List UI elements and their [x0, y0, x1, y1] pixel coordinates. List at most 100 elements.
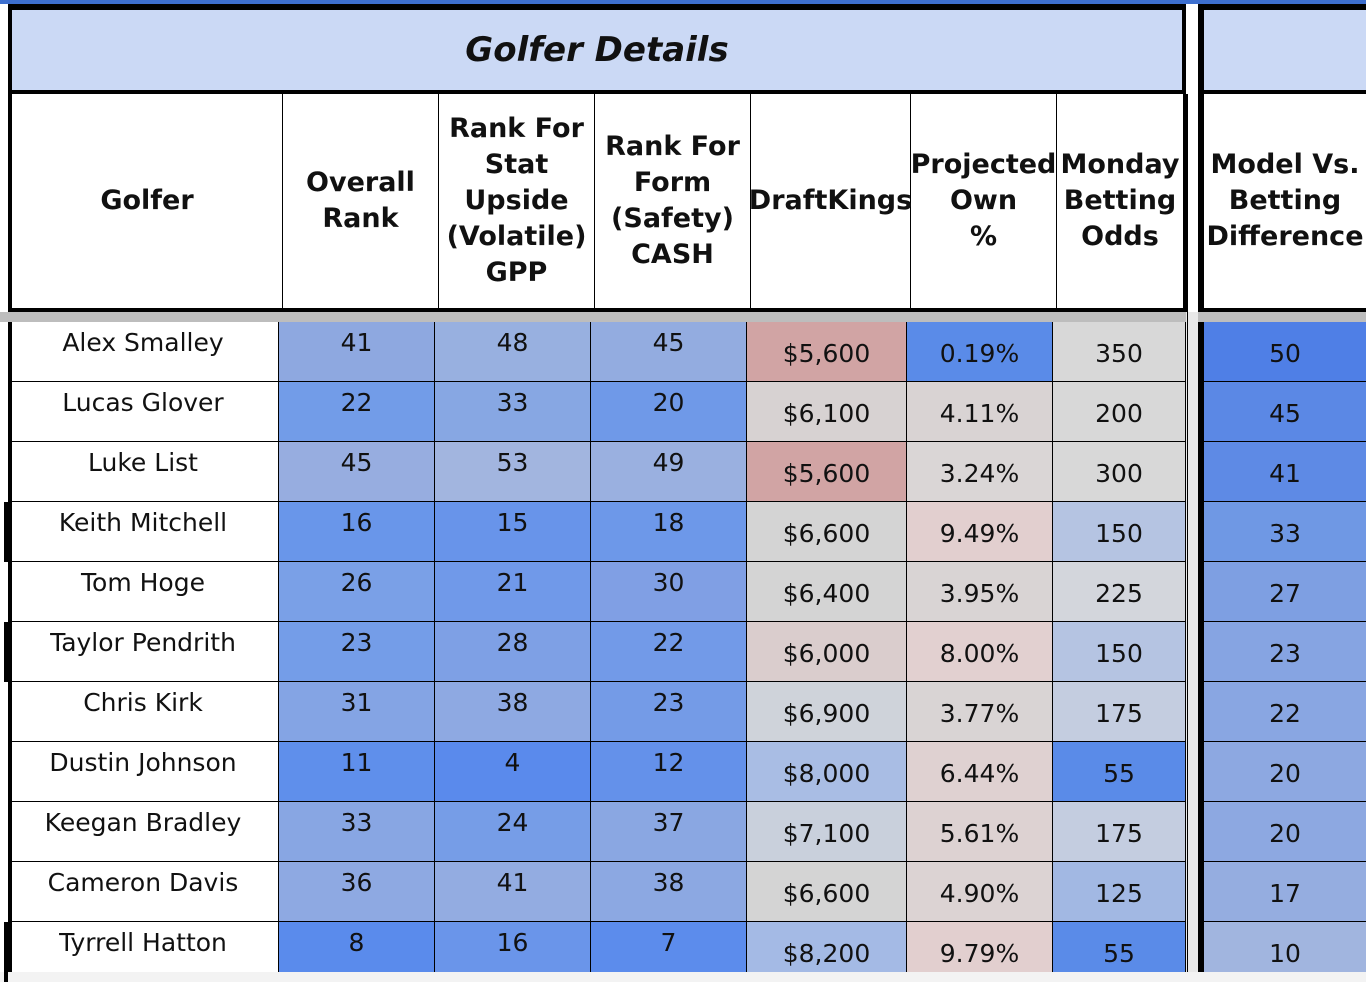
header-overall-rank[interactable]: Overall Rank	[283, 94, 439, 308]
projected-own-cell[interactable]: 0.19%	[907, 322, 1053, 382]
overall-rank-cell[interactable]: 11	[279, 742, 435, 802]
monday-odds-cell[interactable]: 55	[1053, 742, 1186, 802]
form-safety-cell[interactable]: 30	[591, 562, 747, 622]
monday-odds-cell[interactable]: 150	[1053, 622, 1186, 682]
header-model-vs-betting[interactable]: Model Vs. Betting Difference	[1206, 149, 1364, 252]
stat-upside-cell[interactable]: 33	[435, 382, 591, 442]
stat-upside-cell[interactable]: 15	[435, 502, 591, 562]
overall-rank-cell[interactable]: 41	[279, 322, 435, 382]
draftkings-salary-cell[interactable]: $8,000	[747, 742, 907, 802]
model-vs-betting-cell[interactable]: 33	[1198, 502, 1366, 562]
stat-upside-cell[interactable]: 21	[435, 562, 591, 622]
data-grid-right: 50 45 41 33 27 23 22 20 20 17 10	[1198, 322, 1366, 982]
header-stat-upside[interactable]: Rank For Stat Upside (Volatile) GPP	[439, 94, 595, 308]
title-band[interactable]: Golfer Details	[8, 4, 1186, 94]
header-golfer[interactable]: Golfer	[12, 94, 283, 308]
form-safety-cell[interactable]: 20	[591, 382, 747, 442]
draftkings-salary-cell[interactable]: $6,400	[747, 562, 907, 622]
form-safety-cell[interactable]: 22	[591, 622, 747, 682]
data-grid: Alex Smalley 41 48 45 $5,600 0.19% 350 Lucas Gl…	[8, 322, 1186, 982]
form-safety-cell[interactable]: 23	[591, 682, 747, 742]
monday-odds-cell[interactable]: 150	[1053, 502, 1186, 562]
form-safety-cell[interactable]: 12	[591, 742, 747, 802]
stat-upside-cell[interactable]: 28	[435, 622, 591, 682]
title-band-right[interactable]	[1198, 4, 1366, 94]
stat-upside-cell[interactable]: 24	[435, 802, 591, 862]
row-edge-mark	[4, 502, 8, 562]
overall-rank-cell[interactable]: 31	[279, 682, 435, 742]
overall-rank-cell[interactable]: 23	[279, 622, 435, 682]
header-form-safety[interactable]: Rank For Form (Safety) CASH	[595, 94, 751, 308]
form-safety-cell[interactable]: 38	[591, 862, 747, 922]
model-vs-betting-cell[interactable]: 23	[1198, 622, 1366, 682]
form-safety-cell[interactable]: 18	[591, 502, 747, 562]
golfer-cell[interactable]: Cameron Davis	[8, 862, 279, 922]
model-vs-betting-cell[interactable]: 20	[1198, 802, 1366, 862]
golfer-cell[interactable]: Alex Smalley	[8, 322, 279, 382]
form-safety-cell[interactable]: 37	[591, 802, 747, 862]
monday-odds-cell[interactable]: 225	[1053, 562, 1186, 622]
form-safety-cell[interactable]: 45	[591, 322, 747, 382]
draftkings-salary-cell[interactable]: $7,100	[747, 802, 907, 862]
model-vs-betting-cell[interactable]: 17	[1198, 862, 1366, 922]
overall-rank-cell[interactable]: 26	[279, 562, 435, 622]
sheet-title: Golfer Details	[465, 30, 729, 70]
header-draftkings[interactable]: DraftKings	[749, 94, 912, 308]
overall-rank-cell[interactable]: 16	[279, 502, 435, 562]
draftkings-salary-cell[interactable]: $6,900	[747, 682, 907, 742]
monday-odds-cell[interactable]: 200	[1053, 382, 1186, 442]
golfer-cell[interactable]: Chris Kirk	[8, 682, 279, 742]
projected-own-cell[interactable]: 3.95%	[907, 562, 1053, 622]
draftkings-salary-cell[interactable]: $6,600	[747, 502, 907, 562]
monday-odds-cell[interactable]: 175	[1053, 682, 1186, 742]
stat-upside-cell[interactable]: 48	[435, 322, 591, 382]
golfer-cell[interactable]: Keith Mitchell	[8, 502, 279, 562]
model-vs-betting-cell[interactable]: 27	[1198, 562, 1366, 622]
draftkings-salary-cell[interactable]: $5,600	[747, 442, 907, 502]
projected-own-cell[interactable]: 3.24%	[907, 442, 1053, 502]
projected-own-cell[interactable]: 6.44%	[907, 742, 1053, 802]
model-vs-betting-cell[interactable]: 45	[1198, 382, 1366, 442]
overall-rank-cell[interactable]: 33	[279, 802, 435, 862]
monday-odds-cell[interactable]: 350	[1053, 322, 1186, 382]
table-row: Tom Hoge 26 21 30 $6,400 3.95% 225	[8, 562, 1186, 622]
frozen-column-divider[interactable]	[1186, 312, 1198, 982]
frozen-row-divider[interactable]	[0, 312, 1366, 322]
projected-own-cell[interactable]: 4.11%	[907, 382, 1053, 442]
model-vs-betting-cell[interactable]: 50	[1198, 322, 1366, 382]
projected-own-cell[interactable]: 9.49%	[907, 502, 1053, 562]
header-projected-own[interactable]: Projected Own %	[911, 94, 1057, 308]
projected-own-cell[interactable]: 4.90%	[907, 862, 1053, 922]
golfer-cell[interactable]: Keegan Bradley	[8, 802, 279, 862]
golfer-cell[interactable]: Taylor Pendrith	[8, 622, 279, 682]
draftkings-salary-cell[interactable]: $6,100	[747, 382, 907, 442]
projected-own-cell[interactable]: 3.77%	[907, 682, 1053, 742]
table-row: Alex Smalley 41 48 45 $5,600 0.19% 350	[8, 322, 1186, 382]
overall-rank-cell[interactable]: 45	[279, 442, 435, 502]
overall-rank-cell[interactable]: 36	[279, 862, 435, 922]
monday-odds-cell[interactable]: 175	[1053, 802, 1186, 862]
form-safety-cell[interactable]: 49	[591, 442, 747, 502]
draftkings-salary-cell[interactable]: $5,600	[747, 322, 907, 382]
stat-upside-cell[interactable]: 4	[435, 742, 591, 802]
model-vs-betting-cell[interactable]: 22	[1198, 682, 1366, 742]
header-monday-odds[interactable]: Monday Betting Odds	[1060, 149, 1180, 252]
stat-upside-cell[interactable]: 38	[435, 682, 591, 742]
golfer-cell[interactable]: Lucas Glover	[8, 382, 279, 442]
golfer-cell[interactable]: Luke List	[8, 442, 279, 502]
overall-rank-cell[interactable]: 22	[279, 382, 435, 442]
model-vs-betting-cell[interactable]: 41	[1198, 442, 1366, 502]
golfer-cell[interactable]: Dustin Johnson	[8, 742, 279, 802]
golfer-cell[interactable]: Tom Hoge	[8, 562, 279, 622]
monday-odds-cell[interactable]: 125	[1053, 862, 1186, 922]
monday-odds-cell[interactable]: 300	[1053, 442, 1186, 502]
draftkings-salary-cell[interactable]: $6,600	[747, 862, 907, 922]
stat-upside-cell[interactable]: 53	[435, 442, 591, 502]
stat-upside-cell[interactable]: 41	[435, 862, 591, 922]
table-row: Chris Kirk 31 38 23 $6,900 3.77% 175	[8, 682, 1186, 742]
header-row: Golfer Overall Rank Rank For Stat Upside…	[8, 94, 1188, 312]
projected-own-cell[interactable]: 8.00%	[907, 622, 1053, 682]
projected-own-cell[interactable]: 5.61%	[907, 802, 1053, 862]
draftkings-salary-cell[interactable]: $6,000	[747, 622, 907, 682]
model-vs-betting-cell[interactable]: 20	[1198, 742, 1366, 802]
